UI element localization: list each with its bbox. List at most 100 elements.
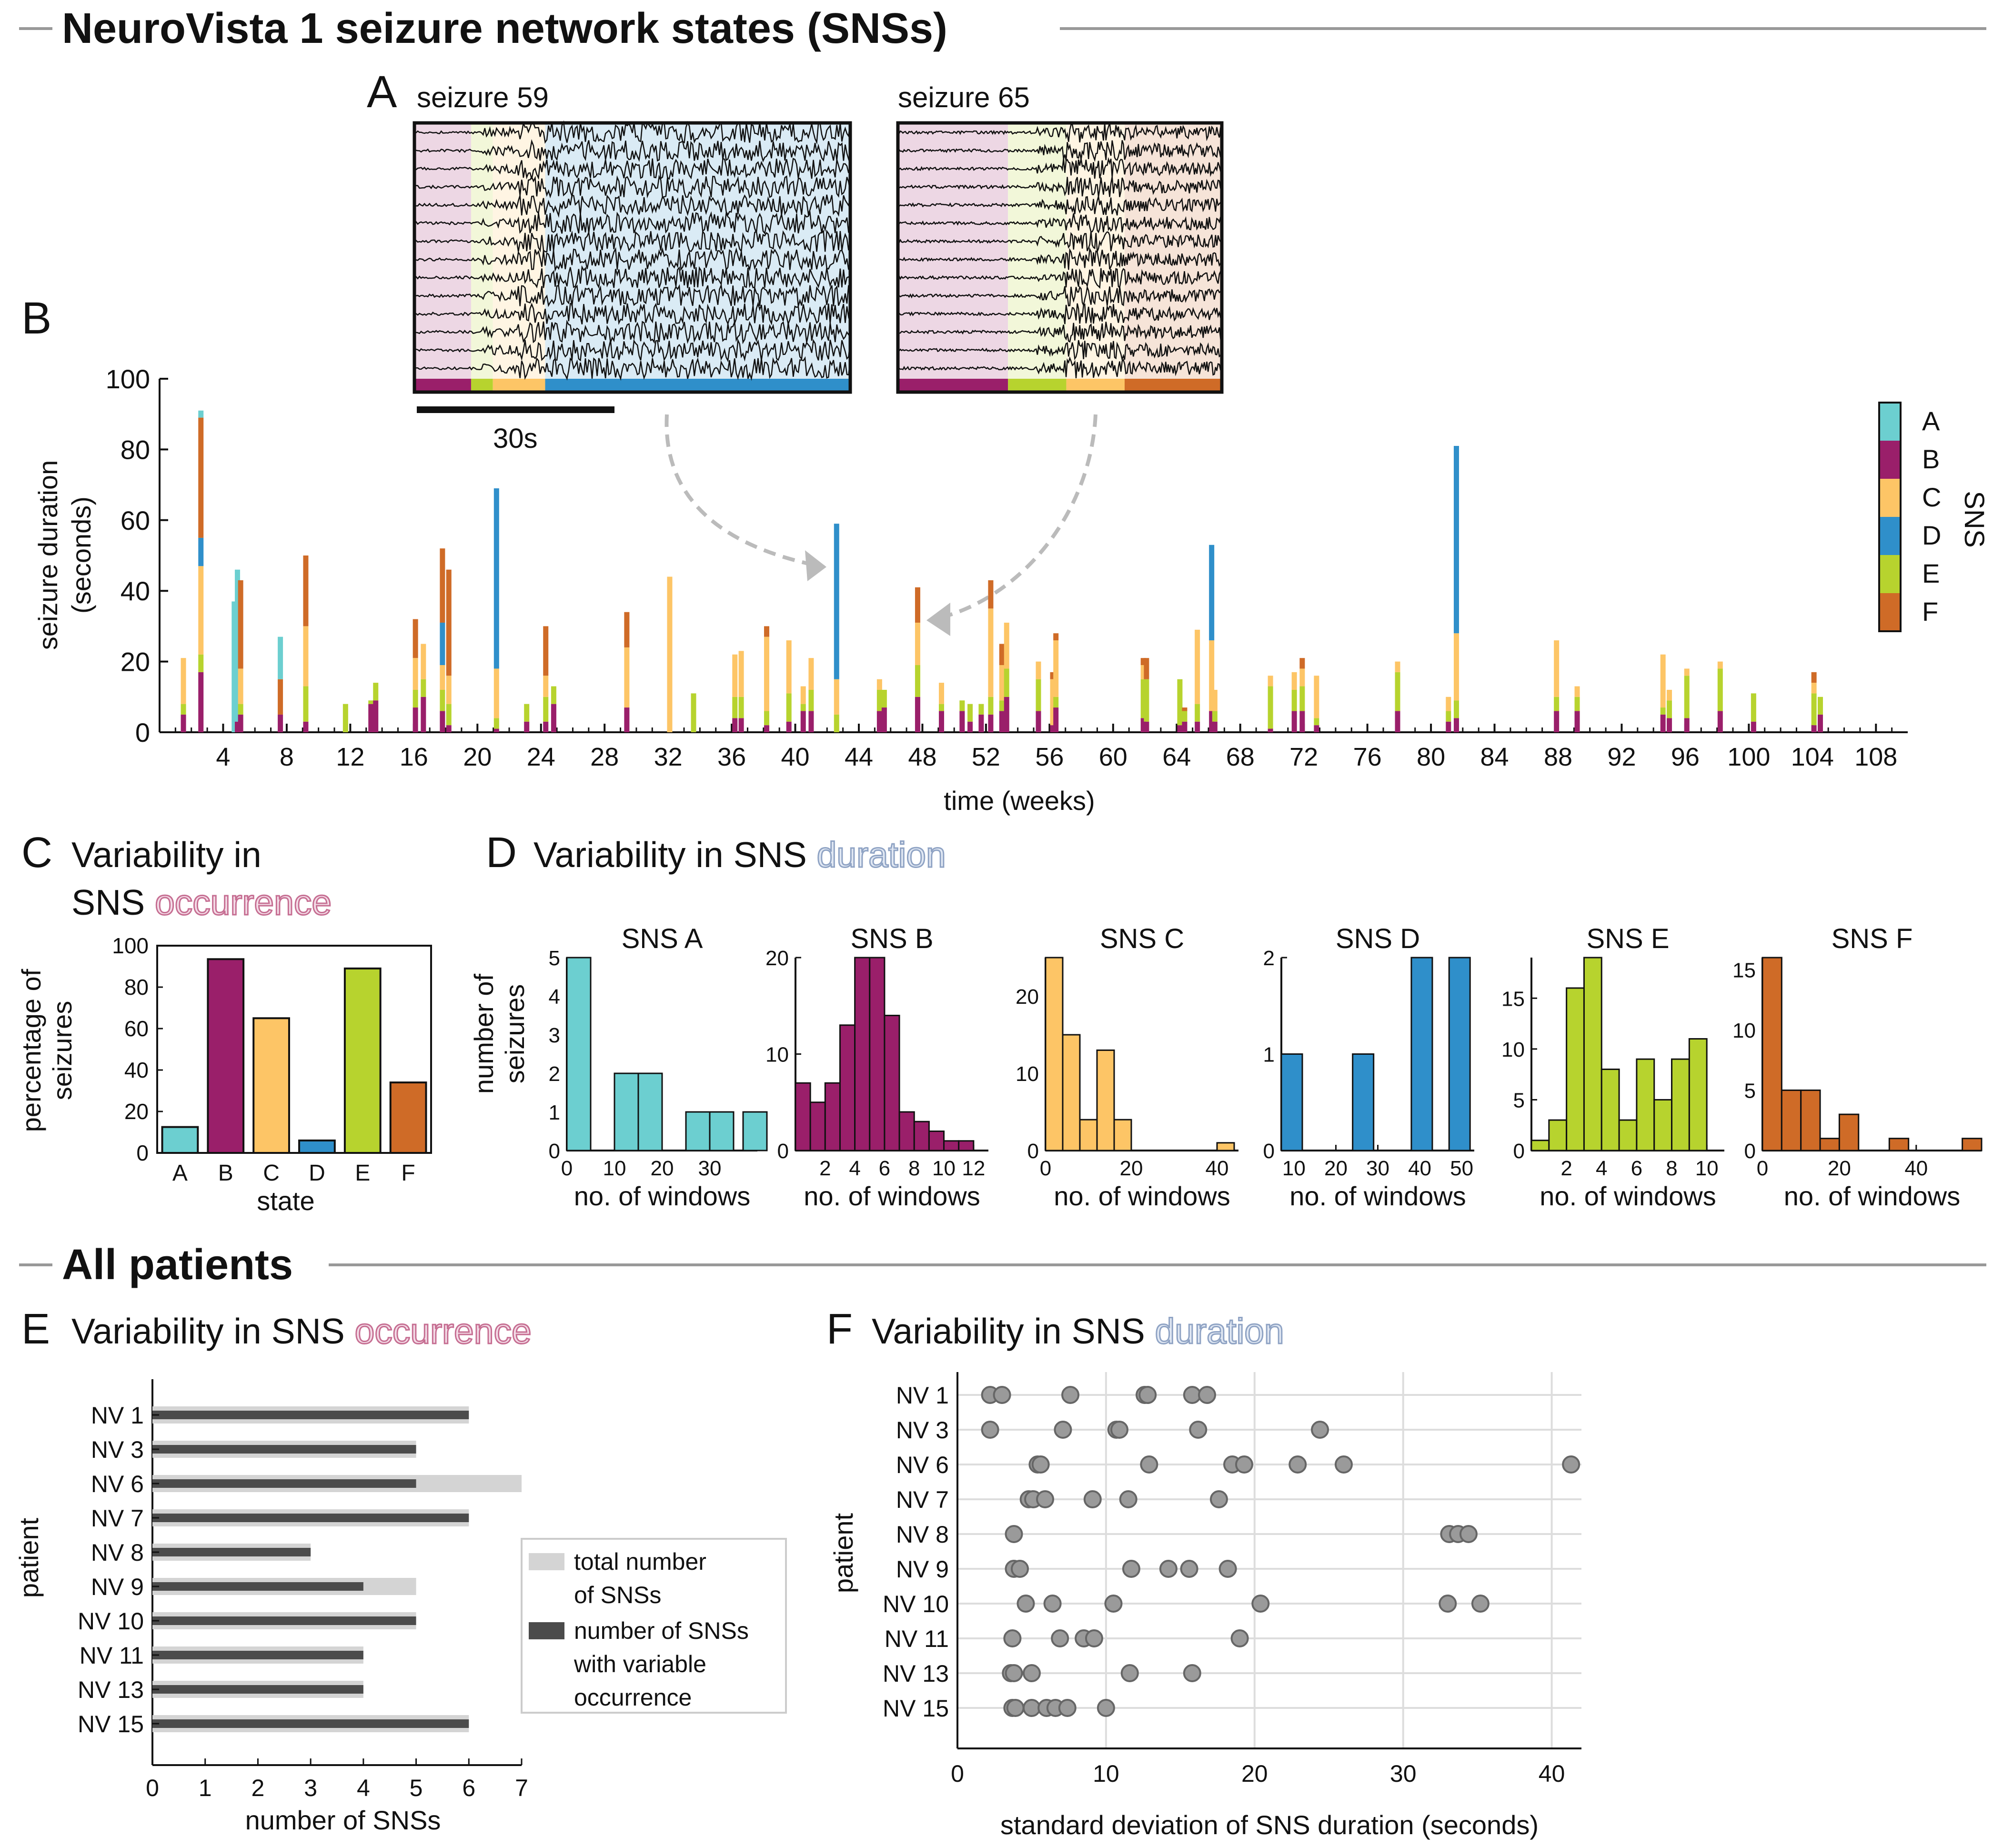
data-point xyxy=(1189,1421,1208,1439)
x-tick-label: 104 xyxy=(1791,743,1834,771)
panel-f-title: Variability in SNS duration xyxy=(872,1311,1284,1351)
panel-c-title-2: SNS occurrence xyxy=(71,882,332,922)
y-tick-label: 5 xyxy=(1744,1079,1756,1102)
bar-segment-C xyxy=(440,665,445,690)
y-tick-label: 10 xyxy=(1016,1062,1039,1086)
bar-segment-C xyxy=(1050,679,1056,726)
histogram-title: SNS C xyxy=(1100,923,1184,954)
histogram-title: SNS F xyxy=(1832,923,1913,954)
bar-segment-B xyxy=(624,707,630,732)
bar-segment-B xyxy=(738,718,744,732)
x-tick-label: 10 xyxy=(1093,1760,1119,1787)
data-point xyxy=(1471,1595,1490,1613)
y-tick-label: 1 xyxy=(549,1101,560,1124)
histogram-bin xyxy=(1583,957,1602,1151)
legend-swatch-E xyxy=(1879,555,1901,593)
data-point xyxy=(1122,1560,1140,1578)
eeg-channel-trace xyxy=(897,122,1223,142)
x-tick-label: 2 xyxy=(819,1157,831,1180)
y-tick-label: NV 8 xyxy=(896,1521,949,1548)
histogram-bin xyxy=(1352,1053,1375,1151)
bar-segment-C xyxy=(1811,683,1817,694)
bar-segment-B xyxy=(1811,725,1817,732)
bar-segment-C xyxy=(181,658,186,704)
histogram-bin xyxy=(685,1111,711,1151)
bar-segment-B xyxy=(278,714,283,732)
bar-segment-D xyxy=(493,488,499,669)
x-tick-label: 6 xyxy=(879,1157,890,1180)
x-tick-label: 10 xyxy=(1695,1157,1719,1180)
bar-segment-C xyxy=(764,636,769,711)
data-point xyxy=(1230,1629,1249,1647)
legend-variable-1: number of SNSs xyxy=(574,1617,749,1644)
histogram-bin xyxy=(1671,1058,1690,1151)
x-tick-label: 7 xyxy=(515,1775,528,1801)
seizure-65-label: seizure 65 xyxy=(898,81,1030,113)
x-tick-label: 20 xyxy=(1828,1157,1851,1180)
state-strip-D xyxy=(545,379,850,392)
bar-segment-F xyxy=(446,569,452,676)
y-tick-label: 0 xyxy=(777,1140,789,1163)
data-point xyxy=(1235,1455,1253,1474)
state-strip-B xyxy=(414,379,471,392)
panel-d-ylabel-2: seizures xyxy=(500,984,530,1084)
bar-segment-C xyxy=(543,676,549,697)
data-point xyxy=(1036,1490,1055,1508)
y-tick-label: 100 xyxy=(112,933,149,958)
x-tick-label: 20 xyxy=(463,743,492,771)
data-point xyxy=(1110,1421,1128,1439)
x-tick-label: 52 xyxy=(972,743,1000,771)
x-tick-label: 12 xyxy=(336,743,364,771)
data-point xyxy=(1140,1455,1158,1474)
y-tick-label: 20 xyxy=(124,1099,149,1124)
x-tick-label: 0 xyxy=(1040,1157,1051,1180)
bar-segment-E xyxy=(732,697,738,718)
bar-segment-E xyxy=(1004,668,1009,697)
bar-segment-C xyxy=(413,658,418,690)
bar-segment-E xyxy=(1182,711,1188,722)
bar-segment-C xyxy=(1395,661,1400,672)
eeg-channel-trace xyxy=(897,247,1223,270)
eeg-channel-trace xyxy=(897,231,1223,252)
bar-segment-C xyxy=(624,647,630,708)
legend-label-B: B xyxy=(1922,444,1940,474)
bar-D xyxy=(298,1139,336,1154)
bar-segment-F xyxy=(1140,658,1146,666)
panel-d-letter: D xyxy=(486,829,517,877)
histogram-bin xyxy=(884,1015,900,1151)
histogram-title: SNS B xyxy=(850,923,933,954)
data-point xyxy=(1017,1595,1035,1613)
bar-segment-C xyxy=(1314,676,1319,718)
histogram-bin xyxy=(1062,1034,1081,1151)
x-tick-label: 5 xyxy=(410,1775,423,1801)
bar-segment-F xyxy=(1811,672,1817,683)
data-point xyxy=(1022,1664,1041,1682)
y-tick-label: 100 xyxy=(106,364,150,394)
histogram-bin xyxy=(1688,1038,1708,1151)
bar-segment-B xyxy=(988,714,994,732)
histogram-xlabel: no. of windows xyxy=(1540,1181,1716,1211)
data-point xyxy=(1180,1560,1198,1578)
x-tick-label: 0 xyxy=(561,1157,573,1180)
bar-segment-E xyxy=(1395,672,1400,711)
data-point xyxy=(1058,1699,1077,1717)
bar-segment-B xyxy=(1209,711,1215,732)
bar-segment-E xyxy=(764,711,769,726)
x-tick-label: 8 xyxy=(1666,1157,1677,1180)
x-tick-label: 48 xyxy=(908,743,936,771)
bar-segment-F xyxy=(999,644,1005,666)
eeg-channel-trace xyxy=(414,319,851,344)
y-tick-label: 40 xyxy=(124,1058,149,1082)
bar-segment-C xyxy=(667,576,673,732)
x-tick-label: 80 xyxy=(1417,743,1445,771)
bar-segment-E xyxy=(938,704,944,711)
bar-segment-B xyxy=(1144,721,1149,732)
panel-c-title-1: Variability in xyxy=(71,835,262,875)
bar-segment-B xyxy=(1140,718,1146,732)
bar-segment-E xyxy=(876,689,882,711)
x-tick-label: 28 xyxy=(590,743,619,771)
bar-segment-E xyxy=(1314,718,1319,726)
data-point xyxy=(1251,1595,1270,1613)
bar-segment-E xyxy=(1717,668,1723,711)
eeg-channel-trace xyxy=(414,247,851,273)
